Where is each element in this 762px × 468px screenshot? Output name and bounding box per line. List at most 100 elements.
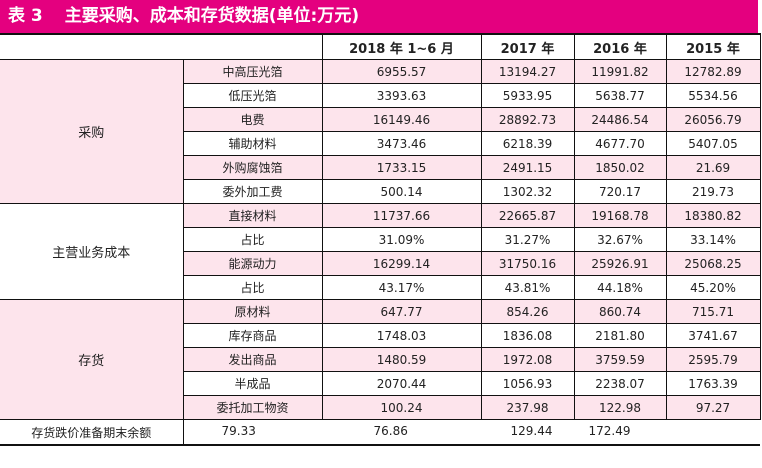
item-label: 库存商品: [182, 323, 323, 348]
table-row: 委外加工费 500.14 1302.32 720.17 219.73: [0, 179, 761, 204]
value-cell: 4677.70: [573, 131, 667, 156]
footer-value: 79.33: [221, 424, 256, 438]
value-cell: 11737.66: [321, 203, 482, 228]
value-cell: 647.77: [321, 299, 482, 324]
table-row: 委托加工物资 100.24 237.98 122.98 97.27: [0, 395, 761, 420]
table-row: 半成品 2070.44 1056.93 2238.07 1763.39: [0, 371, 761, 396]
table-row: 采购 中高压光箔 6955.57 13194.27 11991.82 12782.89: [0, 59, 761, 204]
header-blank: [0, 33, 323, 60]
value-cell: 24486.54: [573, 107, 667, 132]
value-cell: 97.27: [665, 395, 761, 420]
value-cell: 13194.27: [480, 59, 575, 84]
value-cell: 19168.78: [573, 203, 667, 228]
value-cell: 1480.59: [321, 347, 482, 372]
value-cell: 219.73: [665, 179, 761, 204]
table-caption: 主要采购、成本和存货数据(单位:万元): [64, 6, 360, 26]
value-cell: 2491.15: [480, 155, 575, 180]
value-cell: 25926.91: [573, 251, 667, 276]
footer-value: 172.49: [588, 424, 631, 438]
group-label: 主营业务成本: [0, 203, 184, 300]
value-cell: 2181.80: [573, 323, 667, 348]
footer-row: 存货跌价准备期末余额 79.33 76.86 129.44 172.49: [0, 419, 760, 446]
value-cell: 12782.89: [665, 59, 761, 84]
value-cell: 122.98: [573, 395, 667, 420]
value-cell: 3759.59: [573, 347, 667, 372]
item-label: 委外加工费: [182, 179, 323, 204]
value-cell: 26056.79: [665, 107, 761, 132]
value-cell: 1850.02: [573, 155, 667, 180]
value-cell: 1748.03: [321, 323, 482, 348]
table-row: 主营业务成本 直接材料 11737.66 22665.87 19168.78 18380.…: [0, 203, 761, 300]
footer-value: 76.86: [373, 424, 408, 438]
value-cell: 1302.32: [480, 179, 575, 204]
footer-label: 存货跌价准备期末余额: [0, 419, 184, 446]
item-label: 半成品: [182, 371, 323, 396]
value-cell: 1972.08: [480, 347, 575, 372]
header-cell: 2017 年: [480, 33, 575, 60]
header-cell: 2016 年: [573, 33, 667, 60]
value-cell: 22665.87: [480, 203, 575, 228]
value-cell: 2070.44: [321, 371, 482, 396]
item-label: 原材料: [182, 299, 323, 324]
table-number: 表 3: [8, 6, 43, 26]
value-cell: 5407.05: [665, 131, 761, 156]
value-cell: 32.67%: [573, 227, 667, 252]
table-row: 电费 16149.46 28892.73 24486.54 26056.79: [0, 107, 761, 132]
value-cell: 25068.25: [665, 251, 761, 276]
item-label: 发出商品: [182, 347, 323, 372]
table-row: 库存商品 1748.03 1836.08 2181.80 3741.67: [0, 323, 761, 348]
value-cell: 21.69: [665, 155, 761, 180]
value-cell: 31.27%: [480, 227, 575, 252]
value-cell: 5638.77: [573, 83, 667, 108]
value-cell: 2238.07: [573, 371, 667, 396]
table-title: 表 3 主要采购、成本和存货数据(单位:万元): [0, 0, 758, 33]
value-cell: 860.74: [573, 299, 667, 324]
value-cell: 3393.63: [321, 83, 482, 108]
value-cell: 720.17: [573, 179, 667, 204]
item-label: 低压光箔: [182, 83, 323, 108]
item-label: 委托加工物资: [182, 395, 323, 420]
table-row: 辅助材料 3473.46 6218.39 4677.70 5407.05: [0, 131, 761, 156]
item-label: 直接材料: [182, 203, 323, 228]
value-cell: 31.09%: [321, 227, 482, 252]
item-label: 占比: [182, 275, 323, 300]
value-cell: 3473.46: [321, 131, 482, 156]
value-cell: 100.24: [321, 395, 482, 420]
value-cell: 5933.95: [480, 83, 575, 108]
value-cell: 33.14%: [665, 227, 761, 252]
item-label: 电费: [182, 107, 323, 132]
header-cell: 2015 年: [665, 33, 761, 60]
value-cell: 11991.82: [573, 59, 667, 84]
header-row: 2018 年 1~6 月 2017 年 2016 年 2015 年: [0, 33, 761, 60]
value-cell: 28892.73: [480, 107, 575, 132]
group-label: 采购: [0, 59, 184, 204]
value-cell: 45.20%: [665, 275, 761, 300]
value-cell: 1056.93: [480, 371, 575, 396]
footer-value: 129.44: [510, 424, 553, 438]
table-row: 发出商品 1480.59 1972.08 3759.59 2595.79: [0, 347, 761, 372]
value-cell: 6955.57: [321, 59, 482, 84]
value-cell: 1763.39: [665, 371, 761, 396]
item-label: 辅助材料: [182, 131, 323, 156]
value-cell: 5534.56: [665, 83, 761, 108]
table-row: 存货 原材料 647.77 854.26 860.74 715.71: [0, 299, 761, 420]
group-label: 存货: [0, 299, 184, 420]
item-label: 外购腐蚀箔: [182, 155, 323, 180]
value-cell: 6218.39: [480, 131, 575, 156]
data-table: 2018 年 1~6 月 2017 年 2016 年 2015 年 采购 中高压光…: [0, 33, 761, 446]
value-cell: 1836.08: [480, 323, 575, 348]
value-cell: 18380.82: [665, 203, 761, 228]
value-cell: 3741.67: [665, 323, 761, 348]
value-cell: 237.98: [480, 395, 575, 420]
value-cell: 43.81%: [480, 275, 575, 300]
item-label: 能源动力: [182, 251, 323, 276]
item-label: 占比: [182, 227, 323, 252]
table-row: 能源动力 16299.14 31750.16 25926.91 25068.25: [0, 251, 761, 276]
value-cell: 16149.46: [321, 107, 482, 132]
value-cell: 16299.14: [321, 251, 482, 276]
item-label: 中高压光箔: [182, 59, 323, 84]
table-row: 低压光箔 3393.63 5933.95 5638.77 5534.56: [0, 83, 761, 108]
table-row: 外购腐蚀箔 1733.15 2491.15 1850.02 21.69: [0, 155, 761, 180]
footer-values: 79.33 76.86 129.44 172.49: [182, 419, 760, 446]
